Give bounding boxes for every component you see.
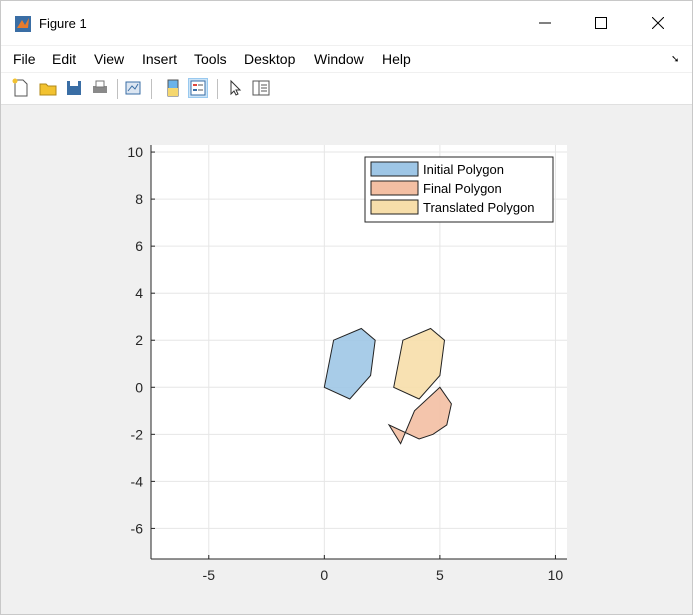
menu-file[interactable]: File [13,51,36,67]
legend-label: Initial Polygon [423,162,504,177]
link-plot-icon[interactable] [123,78,143,98]
new-figure-icon[interactable] [11,78,31,98]
menu-tools[interactable]: Tools [194,51,227,67]
property-inspector-icon[interactable] [251,78,271,98]
close-icon [652,17,664,29]
open-file-icon[interactable] [38,78,58,98]
y-tick-label: 6 [135,238,143,254]
x-tick-label: 0 [320,567,328,583]
menu-insert[interactable]: Insert [142,51,178,67]
toolbar-separator [217,79,218,99]
pointer-icon[interactable] [225,78,245,98]
menu-dock-arrow-icon[interactable]: ➘ [671,54,680,65]
x-tick-label: -5 [203,567,216,583]
menu-window[interactable]: Window [314,51,364,67]
window-title: Figure 1 [39,16,87,31]
menu-view[interactable]: View [94,51,125,67]
polygon-initial-polygon [323,327,376,400]
y-tick-label: 4 [135,285,143,301]
maximize-icon [595,17,607,29]
figure-canvas: -5 0 5 10 -6 -4 -2 0 2 4 6 8 10 Initial Polygon Final … [1,106,692,614]
maximize-button[interactable] [581,9,621,37]
y-tick-label: -2 [131,426,144,442]
y-tick-label: 2 [135,332,143,348]
y-tick-label: 0 [135,379,143,395]
y-tick-label: 10 [127,144,143,160]
legend-icon[interactable] [188,78,208,98]
colorbar-icon[interactable] [163,78,183,98]
x-tick-label: 5 [436,567,444,583]
matlab-icon [15,16,31,32]
legend-swatch [370,180,419,196]
save-icon[interactable] [64,78,84,98]
minimize-button[interactable] [525,9,565,37]
y-tick-label: -6 [131,520,144,536]
legend-label: Translated Polygon [423,200,535,215]
legend-swatch [370,199,419,215]
polygon-translated-polygon [393,327,446,400]
toolbar-separator [151,79,152,99]
toolbar-separator [117,79,118,99]
menu-help[interactable]: Help [382,51,411,67]
plot-axes[interactable]: -5 0 5 10 -6 -4 -2 0 2 4 6 8 10 Initial Polygon Final … [1,106,692,614]
polygon-final-polygon [387,386,452,445]
x-tick-label: 10 [548,567,564,583]
toolbar [1,73,692,105]
menu-desktop[interactable]: Desktop [244,51,296,67]
menu-edit[interactable]: Edit [52,51,77,67]
minimize-icon [539,22,551,24]
close-button[interactable] [638,9,678,37]
menu-bar: File Edit View Insert Tools Desktop Wind… [1,46,692,72]
y-tick-label: -4 [131,473,144,489]
legend-label: Final Polygon [423,181,502,196]
y-tick-label: 8 [135,191,143,207]
title-bar: Figure 1 [1,1,692,45]
legend-swatch [370,161,419,177]
print-icon[interactable] [90,78,110,98]
